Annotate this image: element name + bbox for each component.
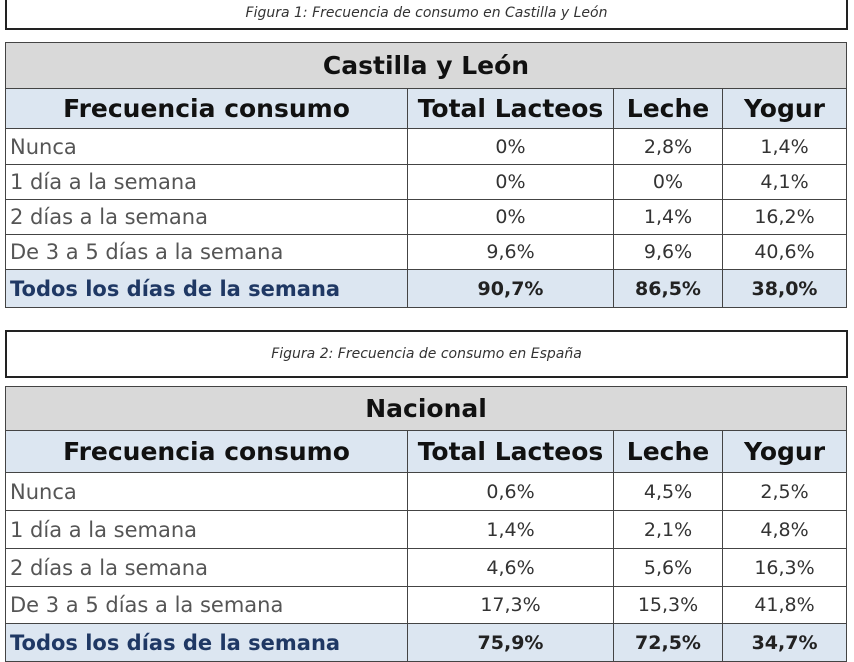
- table-title: Castilla y León: [4, 42, 848, 89]
- cell: 16,2%: [721, 199, 848, 235]
- cell: 1,4%: [613, 199, 723, 235]
- cell: 0,6%: [407, 472, 614, 511]
- cell: 4,5%: [613, 472, 723, 511]
- cell: 9,6%: [613, 234, 723, 270]
- table-row: 1 día a la semana 0% 0% 4,1%: [5, 164, 848, 200]
- cell: 2,5%: [721, 472, 848, 511]
- table-row: Nunca 0,6% 4,5% 2,5%: [5, 472, 848, 511]
- nacional-table: Nacional Frecuencia consumo Total Lacteo…: [4, 386, 848, 662]
- cell: 38,0%: [721, 269, 848, 308]
- column-header: Frecuencia consumo: [5, 88, 408, 129]
- row-label: 2 días a la semana: [5, 199, 408, 235]
- cell: 0%: [407, 128, 614, 165]
- cell: 16,3%: [721, 548, 848, 587]
- table-title: Nacional: [4, 386, 848, 431]
- column-header: Total Lacteos: [407, 430, 614, 473]
- column-header: Frecuencia consumo: [5, 430, 408, 473]
- table-row: 2 días a la semana 0% 1,4% 16,2%: [5, 199, 848, 235]
- cell: 4,8%: [721, 510, 848, 549]
- cell: 9,6%: [407, 234, 614, 270]
- cell: 5,6%: [613, 548, 723, 587]
- column-header: Yogur: [721, 430, 848, 473]
- cell: 90,7%: [407, 269, 614, 308]
- column-header: Yogur: [721, 88, 848, 129]
- table-row-total: Todos los días de la semana 75,9% 72,5% 34,…: [5, 623, 848, 662]
- cell: 2,1%: [613, 510, 723, 549]
- cell: 86,5%: [613, 269, 723, 308]
- row-label: De 3 a 5 días a la semana: [5, 586, 408, 624]
- cell: 0%: [613, 164, 723, 200]
- table-row: 2 días a la semana 4,6% 5,6% 16,3%: [5, 548, 848, 587]
- cell: 1,4%: [721, 128, 848, 165]
- figure-1-caption: Figura 1: Frecuencia de consumo en Casti…: [5, 0, 848, 30]
- cell: 34,7%: [721, 623, 848, 662]
- castilla-leon-table: Castilla y León Frecuencia consumo Total…: [4, 42, 848, 308]
- cell: 17,3%: [407, 586, 614, 624]
- table-row: Nunca 0% 2,8% 1,4%: [5, 128, 848, 165]
- table-row: De 3 a 5 días a la semana 17,3% 15,3% 41,8%: [5, 586, 848, 624]
- row-label: Todos los días de la semana: [5, 623, 408, 662]
- table-row: 1 día a la semana 1,4% 2,1% 4,8%: [5, 510, 848, 549]
- table-row-total: Todos los días de la semana 90,7% 86,5% 38,…: [5, 269, 848, 308]
- cell: 40,6%: [721, 234, 848, 270]
- column-header: Total Lacteos: [407, 88, 614, 129]
- cell: 4,6%: [407, 548, 614, 587]
- row-label: Todos los días de la semana: [5, 269, 408, 308]
- row-label: 1 día a la semana: [5, 510, 408, 549]
- cell: 2,8%: [613, 128, 723, 165]
- cell: 75,9%: [407, 623, 614, 662]
- row-label: De 3 a 5 días a la semana: [5, 234, 408, 270]
- row-label: Nunca: [5, 128, 408, 165]
- figure-2-caption: Figura 2: Frecuencia de consumo en Españ…: [5, 330, 848, 378]
- cell: 41,8%: [721, 586, 848, 624]
- cell: 15,3%: [613, 586, 723, 624]
- cell: 4,1%: [721, 164, 848, 200]
- column-header: Leche: [613, 430, 723, 473]
- table-row: De 3 a 5 días a la semana 9,6% 9,6% 40,6%: [5, 234, 848, 270]
- cell: 1,4%: [407, 510, 614, 549]
- cell: 72,5%: [613, 623, 723, 662]
- cell: 0%: [407, 164, 614, 200]
- row-label: 1 día a la semana: [5, 164, 408, 200]
- cell: 0%: [407, 199, 614, 235]
- column-header: Leche: [613, 88, 723, 129]
- row-label: 2 días a la semana: [5, 548, 408, 587]
- row-label: Nunca: [5, 472, 408, 511]
